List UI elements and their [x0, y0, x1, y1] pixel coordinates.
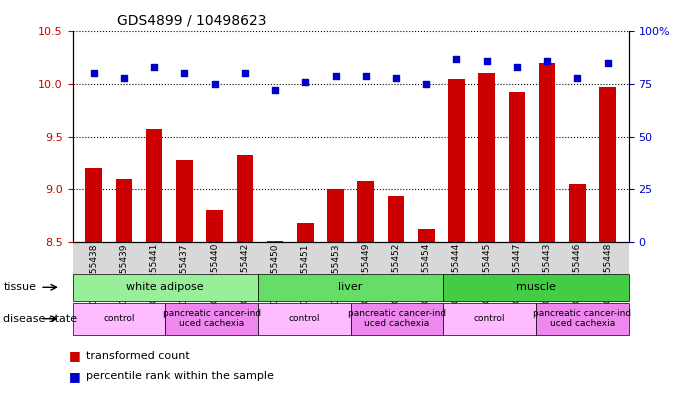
Text: percentile rank within the sample: percentile rank within the sample [86, 371, 274, 381]
Point [149, 64, 160, 70]
Text: control: control [474, 314, 506, 323]
Bar [207, 210, 223, 242]
Point [330, 72, 341, 79]
Bar [448, 79, 465, 242]
Text: ■: ■ [69, 349, 81, 362]
Bar [357, 181, 374, 242]
Text: white adipose: white adipose [126, 282, 204, 292]
Point [542, 58, 553, 64]
Text: muscle: muscle [516, 282, 556, 292]
Text: control: control [103, 314, 135, 323]
Point [269, 87, 281, 94]
Point [602, 60, 613, 66]
Point [360, 72, 371, 79]
Bar [146, 129, 162, 242]
Point [118, 75, 129, 81]
Text: pancreatic cancer-ind
uced cachexia: pancreatic cancer-ind uced cachexia [533, 309, 632, 329]
Point [88, 70, 100, 77]
Bar [418, 229, 435, 242]
Bar [569, 184, 586, 242]
Text: transformed count: transformed count [86, 351, 190, 361]
Point [511, 64, 522, 70]
Text: control: control [289, 314, 320, 323]
Point [179, 70, 190, 77]
Point [572, 75, 583, 81]
Bar [115, 178, 132, 242]
Text: tissue: tissue [3, 282, 37, 292]
Bar [86, 168, 102, 242]
Bar [539, 63, 556, 242]
Bar [297, 223, 314, 242]
Text: pancreatic cancer-ind
uced cachexia: pancreatic cancer-ind uced cachexia [348, 309, 446, 329]
Bar [509, 92, 525, 242]
Point [209, 81, 220, 87]
Text: ■: ■ [69, 369, 81, 383]
Bar [478, 73, 495, 242]
Text: disease state: disease state [3, 314, 77, 324]
Point [481, 58, 492, 64]
Bar [267, 241, 283, 242]
Bar [599, 87, 616, 242]
Point [300, 79, 311, 85]
Bar [388, 196, 404, 242]
Point [390, 75, 401, 81]
Bar [328, 189, 344, 242]
Point [239, 70, 250, 77]
Point [451, 56, 462, 62]
Text: GDS4899 / 10498623: GDS4899 / 10498623 [117, 14, 267, 28]
Text: liver: liver [339, 282, 363, 292]
Point [421, 81, 432, 87]
Text: pancreatic cancer-ind
uced cachexia: pancreatic cancer-ind uced cachexia [162, 309, 261, 329]
Bar [236, 156, 253, 242]
Bar [176, 160, 193, 242]
